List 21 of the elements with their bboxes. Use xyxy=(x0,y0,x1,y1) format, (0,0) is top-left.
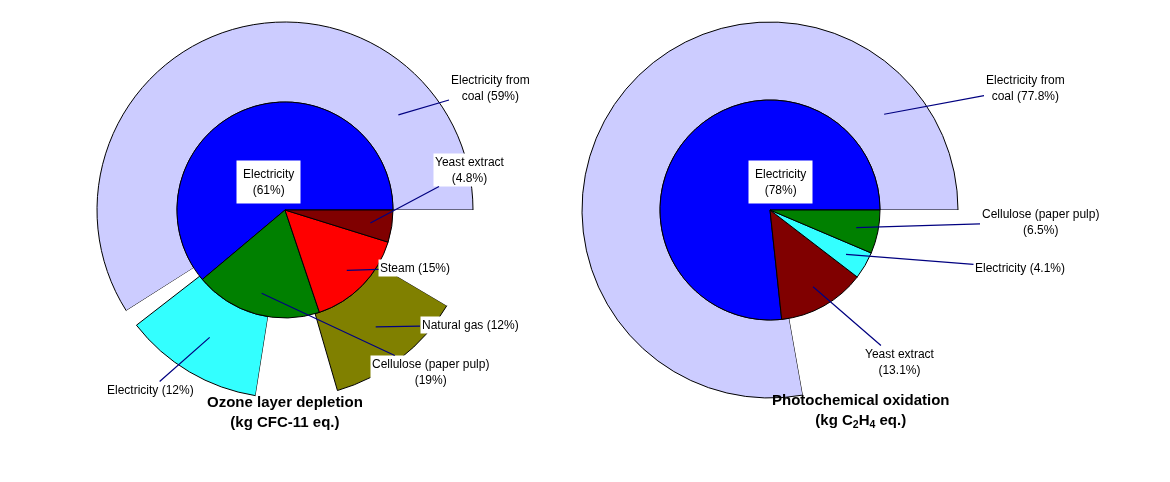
slice-label: Electricity from coal (59%) xyxy=(451,73,530,103)
slice-label: Electricity xyxy=(243,167,295,181)
category-label: Electricity (4.1%) xyxy=(975,261,1066,275)
data-label: (6.5%) xyxy=(1023,222,1059,237)
slice-label: Electricity from coal (77.8%) xyxy=(986,73,1065,103)
data-label: (13.1%) xyxy=(878,362,921,377)
slice-label: Natural gas (12%) xyxy=(422,318,519,332)
slice-label: Steam (15%) xyxy=(380,261,451,275)
data-label: (19%) xyxy=(414,372,447,387)
text: Ozone layer depletion (kg CFC-11 eq.) xyxy=(207,393,363,430)
slice-label: Cellulose (paper pulp) xyxy=(982,207,1100,221)
slice-label: Yeast extract xyxy=(435,155,505,169)
text: Photochemical oxidation (kg C$_{2}$H$_{4}$ eq.) xyxy=(772,391,950,430)
slice-label: Yeast extract xyxy=(865,347,935,361)
data-label: (61%) xyxy=(252,182,285,197)
slice-label: Electricity (12%) xyxy=(107,383,194,397)
data-label: (78%) xyxy=(764,182,797,197)
slice-label: Electricity xyxy=(755,167,807,181)
pie-slice xyxy=(659,99,881,321)
data-label: (4.8%) xyxy=(451,170,488,185)
slice-label: Cellulose (paper pulp) xyxy=(372,357,490,371)
